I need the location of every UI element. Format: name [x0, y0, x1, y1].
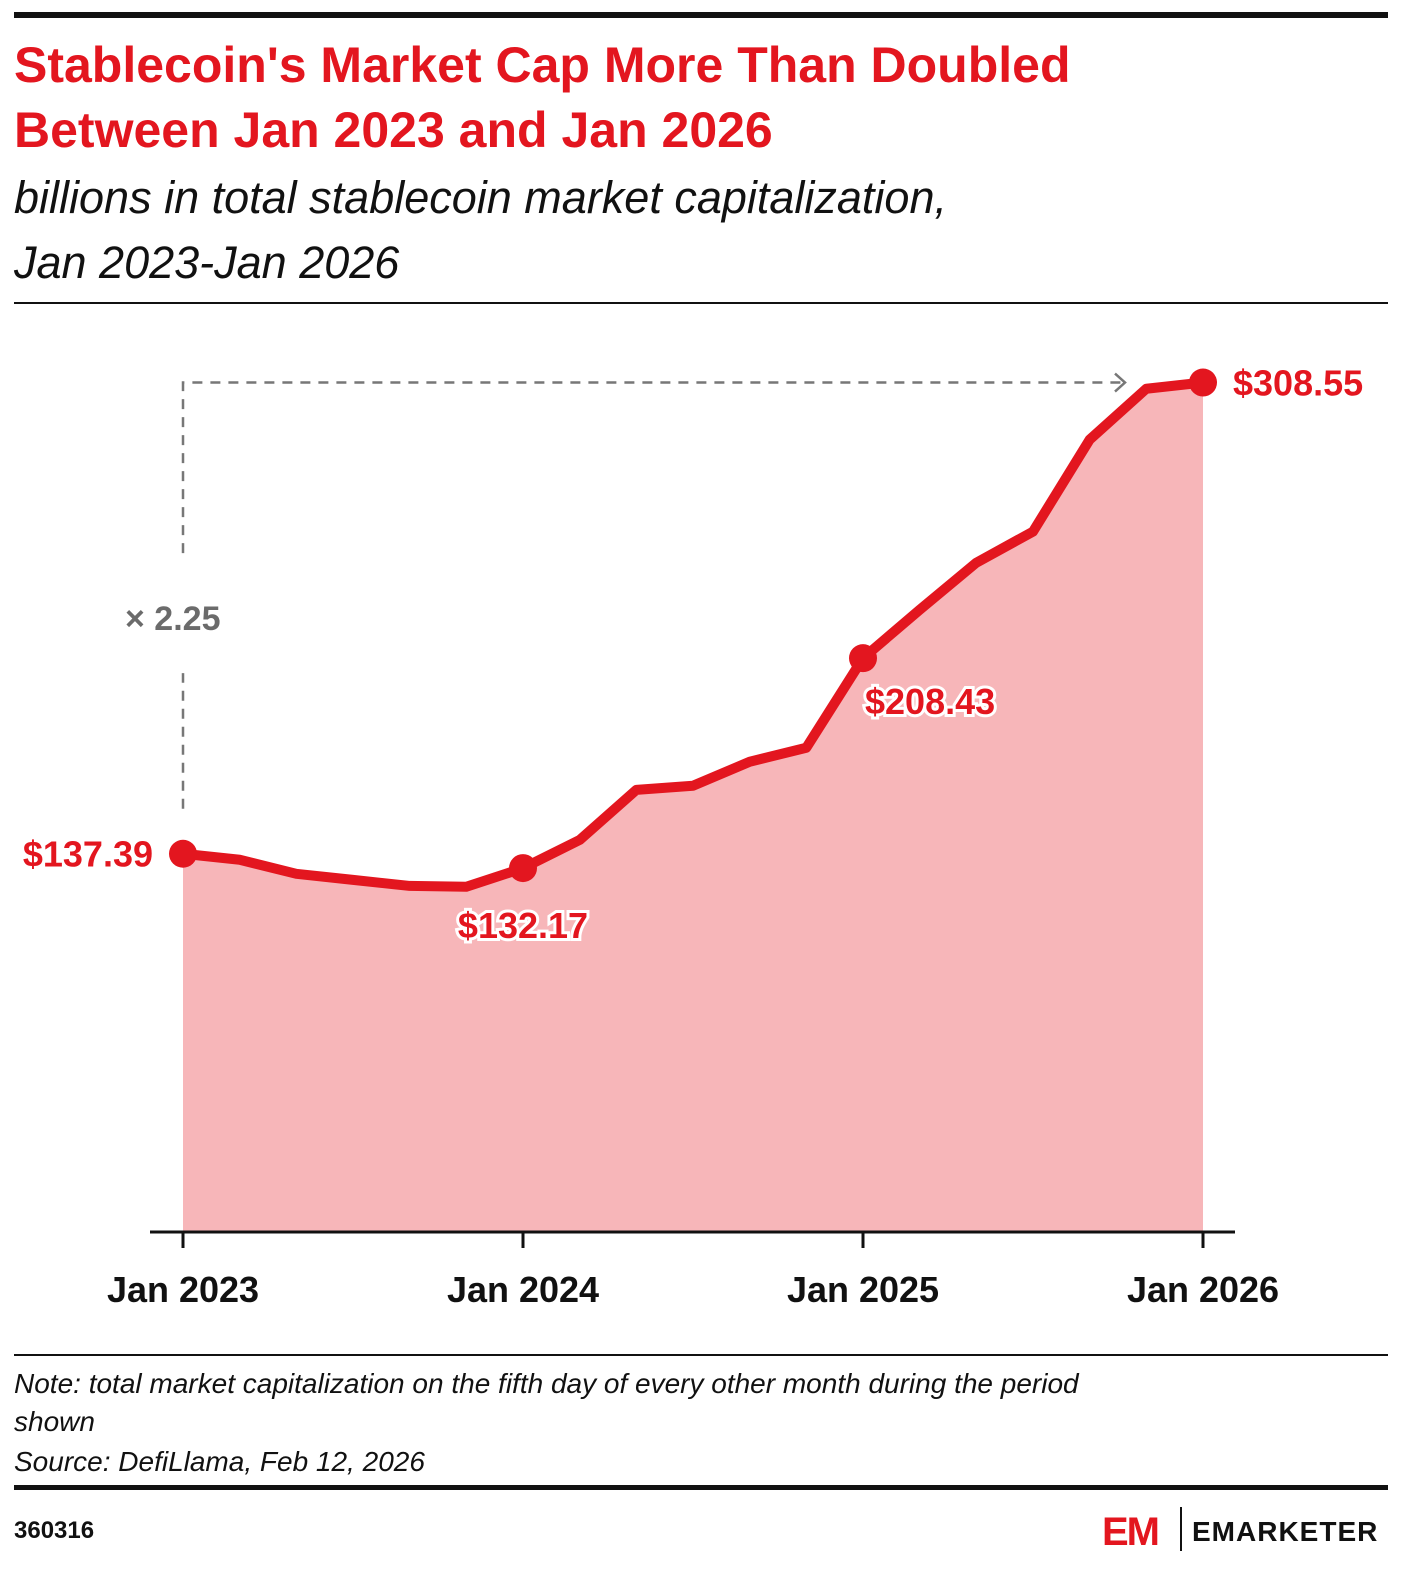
value-label: $137.39 — [23, 834, 153, 875]
x-tick-label: Jan 2026 — [1127, 1269, 1279, 1310]
note: shown — [14, 1406, 95, 1437]
chart-title: Stablecoin's Market Cap More Than Double… — [14, 37, 1071, 93]
chart-id: 360316 — [14, 1517, 94, 1544]
note: Note: total market capitalization on the… — [14, 1368, 1080, 1399]
logo-divider — [1180, 1507, 1182, 1551]
value-label: $208.43 — [865, 681, 995, 722]
chart-subtitle: Jan 2023-Jan 2026 — [13, 237, 400, 288]
annotation-arrow — [1114, 372, 1127, 393]
brand: EMARKETER — [1192, 1516, 1378, 1547]
area — [183, 382, 1203, 1232]
chart-title: Between Jan 2023 and Jan 2026 — [14, 102, 773, 158]
logo-mark: EM — [1102, 1510, 1158, 1554]
marker — [169, 839, 197, 868]
bottom-bar — [14, 1485, 1388, 1490]
rule — [14, 302, 1388, 304]
top-bar — [14, 12, 1388, 18]
x-tick-label: Jan 2024 — [447, 1269, 599, 1310]
annotation: × 2.25 — [125, 600, 220, 638]
value-label: $308.55 — [1233, 363, 1363, 404]
chart-subtitle: billions in total stablecoin market capi… — [14, 172, 947, 223]
marker — [849, 644, 877, 673]
x-tick-label: Jan 2023 — [107, 1269, 259, 1310]
source: Source: DefiLlama, Feb 12, 2026 — [14, 1446, 425, 1477]
marker — [1189, 368, 1217, 397]
x-tick-label: Jan 2025 — [787, 1269, 939, 1310]
rule — [14, 1354, 1388, 1356]
line — [178, 377, 1208, 892]
annotation-line — [181, 381, 1123, 809]
marker — [509, 854, 537, 883]
value-label: $132.17 — [458, 905, 588, 946]
